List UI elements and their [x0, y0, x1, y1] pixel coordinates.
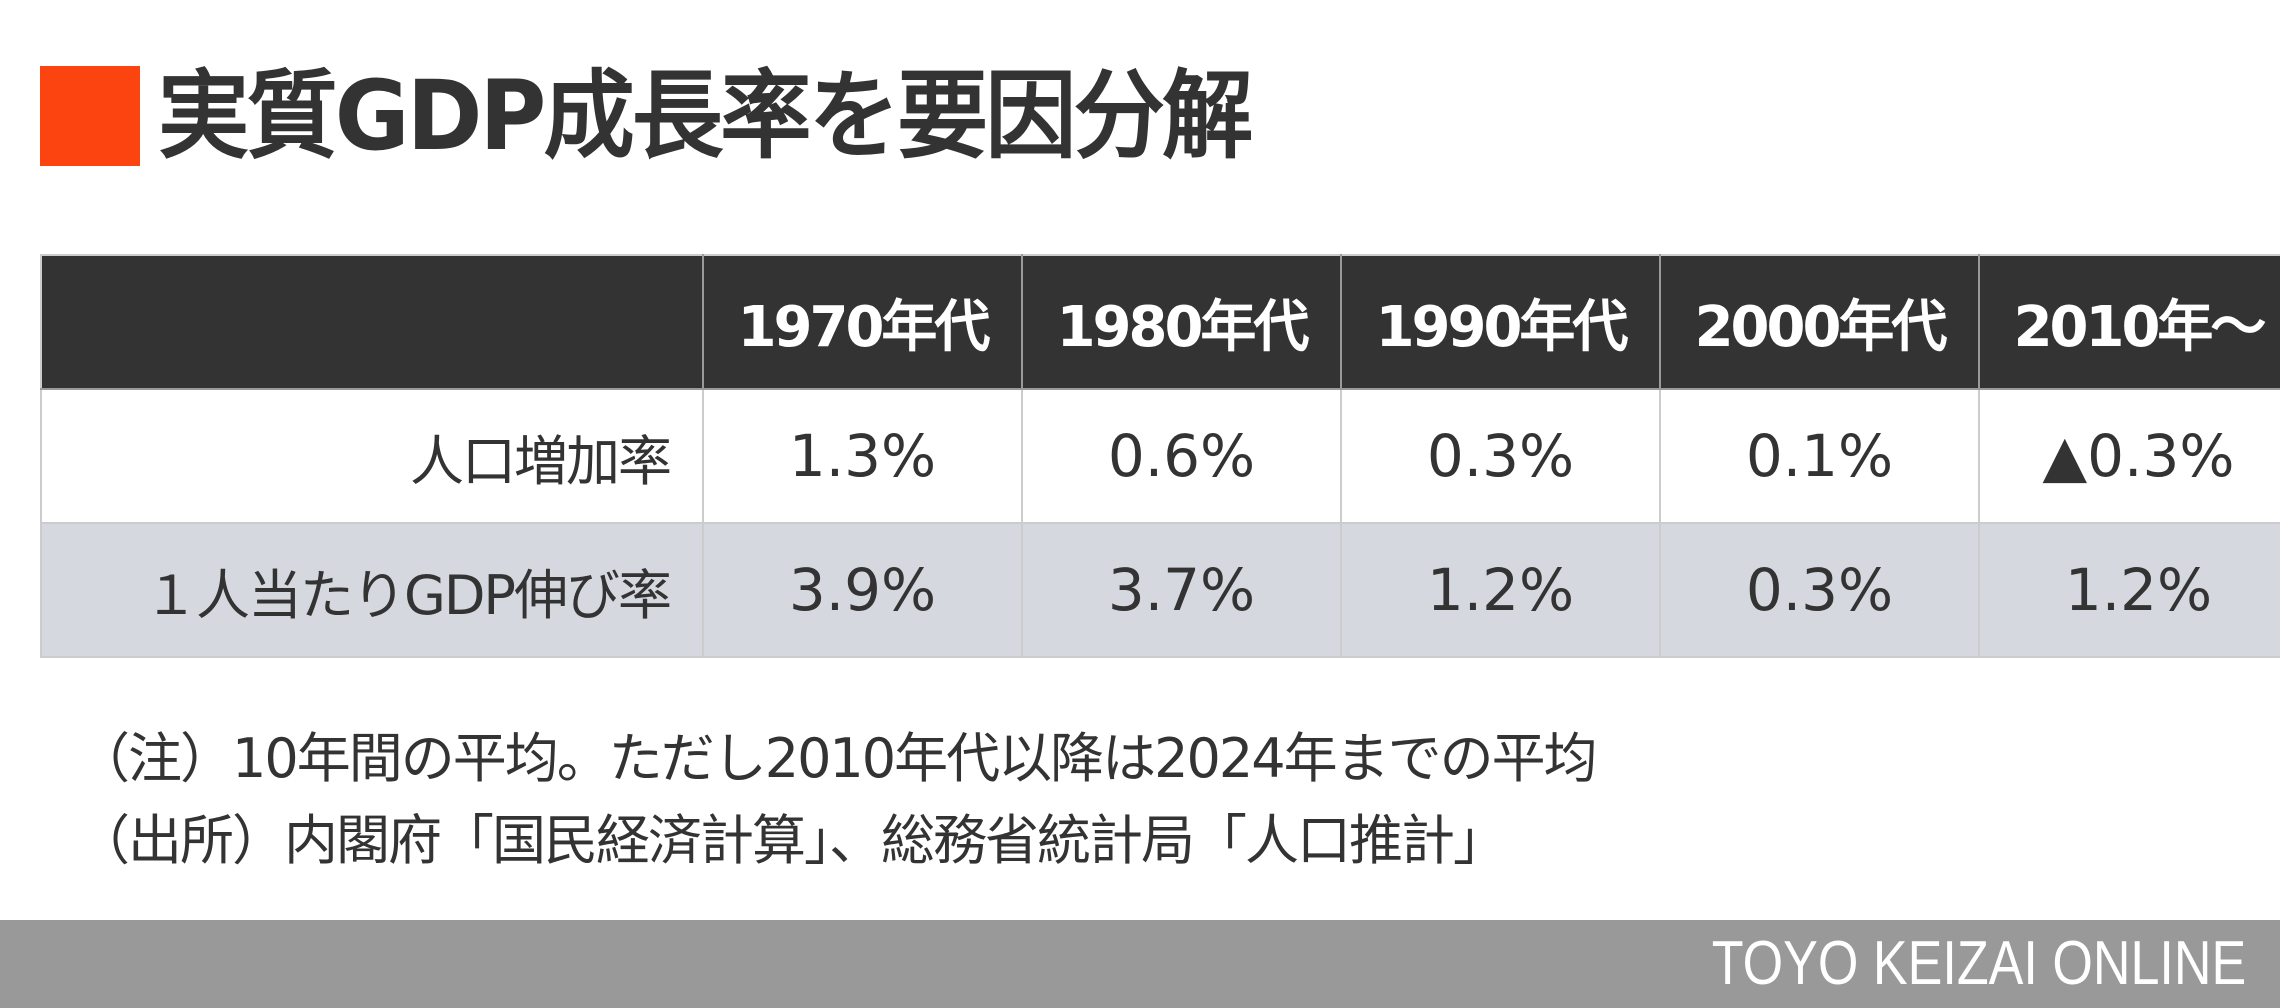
column-header-2010s: 2010年〜	[1978, 254, 2280, 390]
column-header-1990s: 1990年代	[1340, 254, 1661, 390]
table-cell: 0.3%	[1340, 388, 1661, 524]
column-header-1980s: 1980年代	[1021, 254, 1342, 390]
table-header-row: 1970年代 1980年代 1990年代 2000年代 2010年〜	[40, 254, 2280, 390]
footer-bar: TOYO KEIZAI ONLINE	[0, 920, 2280, 1008]
gdp-decomposition-table: 1970年代 1980年代 1990年代 2000年代 2010年〜 人口増加率…	[40, 254, 2280, 658]
table-row-population-growth: 人口増加率 1.3% 0.6% 0.3% 0.1% ▲0.3%	[40, 388, 2280, 524]
table-corner-cell	[40, 254, 704, 390]
table-cell: 0.3%	[1659, 522, 1980, 658]
table-cell: ▲0.3%	[1978, 388, 2280, 524]
page-title: 実質GDP成長率を要因分解	[158, 60, 1253, 172]
source-text: （出所）内閣府「国民経済計算」、総務省統計局「人口推計」	[76, 809, 1507, 872]
table-cell: 1.2%	[1978, 522, 2280, 658]
note-text: （注）10年間の平均。ただし2010年代以降は2024年までの平均	[76, 727, 1598, 790]
row-label: 人口増加率	[40, 388, 704, 524]
table-cell: 0.1%	[1659, 388, 1980, 524]
title-marker-square	[40, 66, 140, 166]
table-cell: 3.7%	[1021, 522, 1342, 658]
table-cell: 0.6%	[1021, 388, 1342, 524]
column-header-2000s: 2000年代	[1659, 254, 1980, 390]
table-cell: 3.9%	[702, 522, 1023, 658]
row-label: １人当たりGDP伸び率	[40, 522, 704, 658]
column-header-1970s: 1970年代	[702, 254, 1023, 390]
table-cell: 1.3%	[702, 388, 1023, 524]
footnotes: （注）10年間の平均。ただし2010年代以降は2024年までの平均 （出所）内閣…	[76, 718, 1598, 882]
table-cell: 1.2%	[1340, 522, 1661, 658]
title-row: 実質GDP成長率を要因分解	[40, 60, 1308, 172]
brand-logo-text: TOYO KEIZAI ONLINE	[1711, 929, 2246, 998]
table-row-per-capita-gdp-growth: １人当たりGDP伸び率 3.9% 3.7% 1.2% 0.3% 1.2%	[40, 522, 2280, 658]
